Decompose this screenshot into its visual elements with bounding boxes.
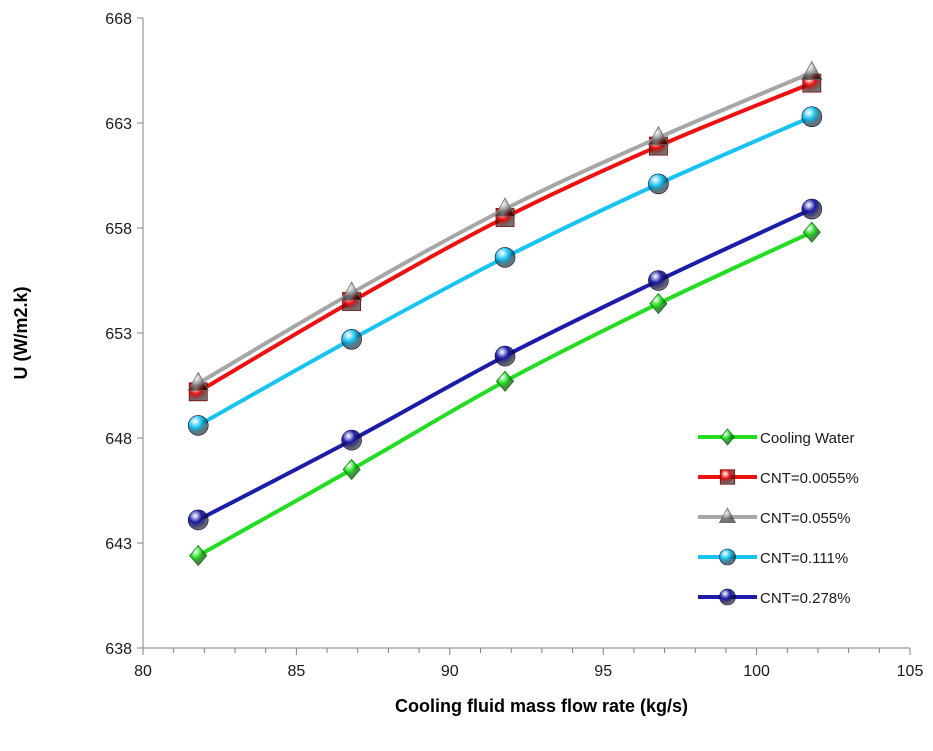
legend-label: CNT=0.111% [760, 550, 848, 567]
legend-label: CNT=0.278% [760, 590, 850, 607]
legend-marker [720, 589, 736, 605]
data-point [648, 174, 668, 194]
data-point [803, 222, 820, 242]
data-point [648, 271, 668, 291]
x-axis-title: Cooling fluid mass flow rate (kg/s) [395, 696, 688, 716]
legend-marker [721, 429, 735, 445]
legend-entry: CNT=0.111% [698, 549, 848, 567]
legend-marker [720, 549, 736, 565]
y-tick-label: 643 [105, 536, 132, 553]
series-line [198, 83, 812, 392]
legend-label: CNT=0.055% [760, 510, 850, 527]
x-tick-label: 100 [743, 663, 770, 680]
data-point [650, 294, 667, 314]
data-point [495, 247, 515, 267]
data-point [342, 430, 362, 450]
legend: Cooling Water CNT=0.0055% CNT=0.055% CNT=0.… [698, 429, 859, 607]
legend-entry: CNT=0.0055% [698, 470, 859, 487]
data-point [342, 329, 362, 349]
legend-entry: CNT=0.055% [698, 508, 850, 527]
data-point [343, 460, 360, 480]
data-point [802, 62, 822, 80]
y-tick-label: 668 [105, 11, 132, 28]
data-point [188, 415, 208, 435]
data-point [188, 510, 208, 530]
legend-label: CNT=0.0055% [760, 470, 859, 487]
y-tick-label: 658 [105, 221, 132, 238]
y-tick-label: 648 [105, 431, 132, 448]
x-tick-label: 95 [594, 663, 612, 680]
data-point [802, 107, 822, 127]
x-tick-label: 80 [134, 663, 152, 680]
legend-entry: Cooling Water [698, 429, 854, 447]
x-tick-label: 85 [288, 663, 306, 680]
series-line [198, 232, 812, 555]
x-tick-label: 105 [897, 663, 924, 680]
series-layer [188, 62, 822, 566]
y-tick-label: 638 [105, 641, 132, 658]
data-point [497, 371, 514, 391]
legend-label: Cooling Water [760, 430, 854, 447]
x-tick-label: 90 [441, 663, 459, 680]
y-axis-title: U (W/m2.k) [11, 286, 31, 379]
data-point [495, 346, 515, 366]
data-point [802, 199, 822, 219]
axes: 638 643 648 653 658 663 668 80 85 90 95 100 105 [105, 11, 923, 680]
data-point [190, 546, 207, 566]
y-tick-label: 663 [105, 116, 132, 133]
legend-entry: CNT=0.278% [698, 589, 850, 607]
legend-marker [720, 470, 734, 484]
y-tick-label: 653 [105, 326, 132, 343]
